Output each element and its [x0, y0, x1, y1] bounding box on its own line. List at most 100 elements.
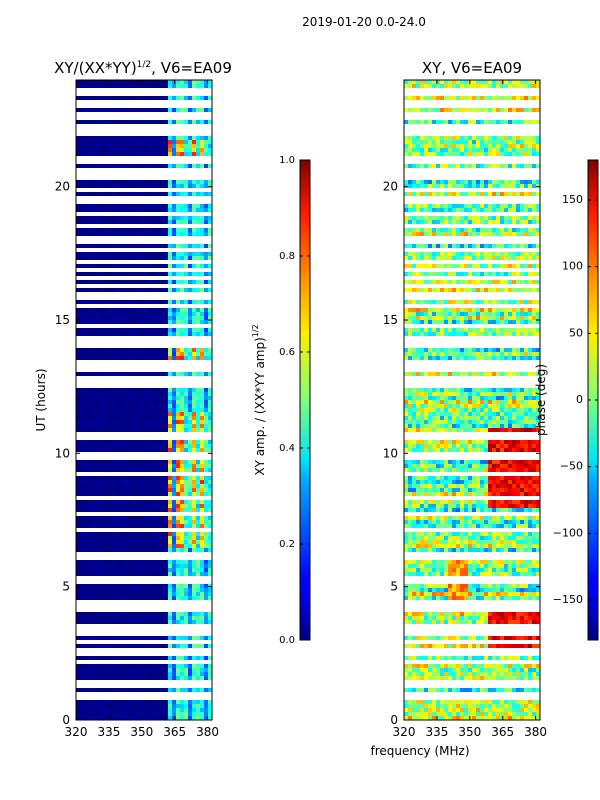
amp-cell	[128, 348, 133, 353]
amp-cell	[88, 348, 93, 353]
amp-cell	[132, 408, 137, 413]
amp-cell	[192, 396, 197, 401]
amp-cell	[124, 504, 129, 509]
amp-cell	[196, 652, 201, 657]
amp-cell	[152, 332, 157, 337]
amp-cell	[204, 632, 209, 637]
amp-cell	[168, 172, 173, 177]
amp-cell	[124, 284, 129, 289]
amp-cell	[188, 524, 193, 529]
amp-cell	[116, 108, 121, 113]
amp-cell	[108, 144, 113, 149]
amp-cell	[104, 524, 109, 529]
amp-cell	[188, 604, 193, 609]
amp-cell	[168, 376, 173, 381]
amp-cell	[104, 180, 109, 185]
amp-cell	[80, 640, 85, 645]
amp-cell	[132, 572, 137, 577]
amp-cell	[152, 212, 157, 217]
amp-cell	[92, 140, 97, 145]
amp-cell	[156, 660, 161, 665]
amp-cell	[176, 160, 181, 165]
amp-cell	[164, 408, 169, 413]
amp-cell	[108, 388, 113, 393]
amp-cell	[100, 212, 105, 217]
amp-cell	[204, 464, 209, 469]
amp-cell	[80, 524, 85, 529]
amp-cell	[104, 536, 109, 541]
amp-cell	[152, 108, 157, 113]
amp-cell	[80, 656, 85, 661]
amp-cell	[172, 568, 177, 573]
amp-cell	[140, 176, 145, 181]
amp-cell	[188, 564, 193, 569]
amp-cell	[168, 412, 173, 417]
amp-cell	[132, 280, 137, 285]
amp-cell	[84, 356, 89, 361]
amp-cell	[80, 492, 85, 497]
amp-cell	[188, 348, 193, 353]
amp-cell	[208, 496, 212, 501]
amp-cell	[184, 648, 189, 653]
amp-cell	[136, 148, 141, 153]
amp-cell	[124, 120, 129, 125]
amp-cell	[180, 528, 185, 533]
amp-cell	[140, 224, 145, 229]
amp-cell	[164, 336, 169, 341]
amp-cell	[168, 560, 173, 565]
amp-cell	[128, 188, 133, 193]
amp-cell	[144, 552, 149, 557]
amp-cell	[192, 472, 197, 477]
amp-cell	[144, 284, 149, 289]
amp-cell	[180, 512, 185, 517]
amp-cell	[192, 240, 197, 245]
amp-cell	[128, 560, 133, 565]
amp-cell	[176, 592, 181, 597]
amp-cell	[164, 536, 169, 541]
amp-cell	[168, 212, 173, 217]
amp-cell	[196, 332, 201, 337]
amp-cell	[76, 388, 81, 393]
amp-cell	[156, 272, 161, 277]
amp-cell	[76, 648, 81, 653]
amp-cell	[176, 352, 181, 357]
amp-cell	[80, 132, 85, 137]
amp-cell	[200, 112, 205, 117]
amp-cell	[120, 296, 125, 301]
amp-cell	[180, 240, 185, 245]
amp-cell	[164, 372, 169, 377]
amp-cell	[84, 176, 89, 181]
amp-cell	[156, 328, 161, 333]
amp-cell	[80, 480, 85, 485]
amp-cell	[192, 284, 197, 289]
amp-cell	[176, 404, 181, 409]
amp-cell	[124, 236, 129, 241]
amp-cell	[80, 120, 85, 125]
amp-cell	[84, 640, 89, 645]
amp-cell	[152, 160, 157, 165]
amp-cell	[156, 440, 161, 445]
amp-cell	[168, 168, 173, 173]
amp-cell	[112, 616, 117, 621]
amp-cell	[188, 372, 193, 377]
amp-cell	[84, 624, 89, 629]
amp-cell	[196, 540, 201, 545]
amp-cell	[76, 292, 81, 297]
amp-cell	[148, 532, 153, 537]
amp-cell	[200, 148, 205, 153]
amp-cell	[148, 108, 153, 113]
amp-cell	[156, 568, 161, 573]
amp-cell	[108, 328, 113, 333]
amp-cell	[120, 608, 125, 613]
amp-cell	[156, 588, 161, 593]
amp-cell	[204, 264, 209, 269]
amp-cell	[128, 332, 133, 337]
amp-cell	[140, 304, 145, 309]
amp-cell	[160, 356, 165, 361]
amp-cell	[76, 628, 81, 633]
amp-cell	[120, 568, 125, 573]
amp-cell	[96, 168, 101, 173]
amp-cell	[132, 232, 137, 237]
amp-cell	[160, 160, 165, 165]
amp-cell	[208, 492, 212, 497]
